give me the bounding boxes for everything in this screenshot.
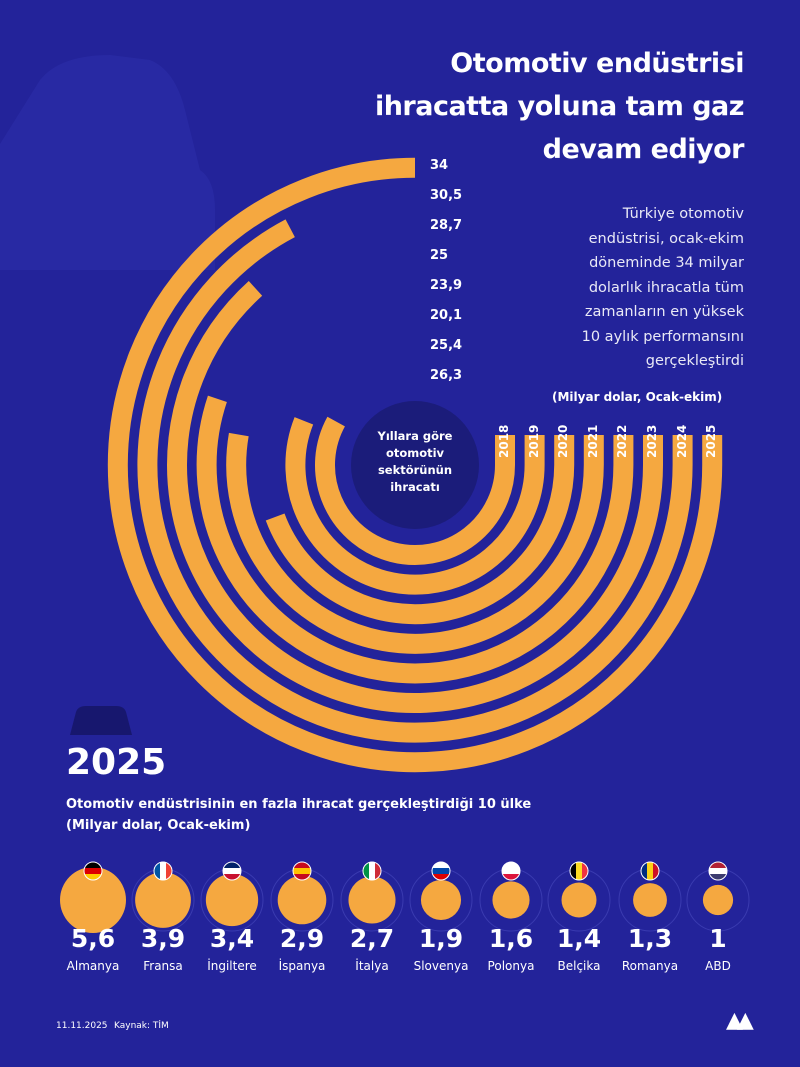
year-label: 2024 xyxy=(674,424,689,458)
description-line: 10 aylık performansını xyxy=(581,328,744,345)
flag-si-icon xyxy=(431,861,451,881)
flag-pl-icon xyxy=(501,861,521,881)
chart-center-title: Yıllara göre otomotiv sektörünün ihracat… xyxy=(355,428,475,496)
flag-it-icon xyxy=(362,861,382,881)
center-line: Yıllara göre xyxy=(377,429,453,443)
bubble-Fransa xyxy=(135,872,191,928)
radial-bar-2018 xyxy=(315,416,515,565)
country-name: Polonya xyxy=(487,959,535,973)
year-label: 2019 xyxy=(526,424,541,458)
radial-bar-2024 xyxy=(137,219,693,743)
flag-es-icon xyxy=(292,861,312,881)
country-value: 2,7 xyxy=(349,924,395,953)
description-line: gerçekleştirdi xyxy=(645,353,744,369)
country-value: 3,4 xyxy=(209,924,255,953)
country-name: İngiltere xyxy=(207,959,257,973)
description-line: zamanların en yüksek xyxy=(584,304,744,320)
section-year: 2025 xyxy=(66,742,167,783)
country-value: 1 xyxy=(709,924,727,953)
center-line: sektörünün xyxy=(377,463,453,477)
chart-center-circle xyxy=(351,401,479,529)
country-name: ABD xyxy=(705,959,731,973)
center-line: otomotiv xyxy=(385,446,445,460)
section-title: Otomotiv endüstrisinin en fazla ihracat … xyxy=(66,797,532,812)
description-line: dolarlık ihracatla tüm xyxy=(588,279,744,296)
value-label: 26,3 xyxy=(430,368,463,383)
title-line: Otomotiv endüstrisi xyxy=(450,48,744,79)
description-line: endüstrisi, ocak-ekim xyxy=(588,230,744,247)
section-unit: (Milyar dolar, Ocak-ekim) xyxy=(66,818,251,833)
country-value: 1,4 xyxy=(556,924,602,953)
radial-bar-2022 xyxy=(196,395,634,684)
footer-date: 11.11.2025 xyxy=(56,1021,108,1031)
country-name: Almanya xyxy=(66,959,120,973)
bubble-Belçika xyxy=(561,882,597,918)
bubble-Slovenya xyxy=(420,879,462,921)
value-label: 25,4 xyxy=(430,338,463,353)
chart-unit: (Milyar dolar, Ocak-ekim) xyxy=(552,390,723,404)
aa-logo: ▲▲ xyxy=(726,1008,754,1033)
flag-fr-icon xyxy=(153,861,173,881)
country-name: Slovenya xyxy=(413,959,469,973)
flag-gb-icon xyxy=(222,861,242,881)
country-value: 5,6 xyxy=(70,924,116,953)
value-label: 20,1 xyxy=(430,308,463,323)
title-line: devam ediyor xyxy=(542,134,745,165)
country-name: Belçika xyxy=(557,959,601,973)
year-label: 2020 xyxy=(556,424,571,458)
bubble-İngiltere xyxy=(205,873,259,927)
car-icon xyxy=(70,706,132,735)
bubble-Almanya xyxy=(60,867,126,933)
bubble-İtalya xyxy=(348,876,396,924)
description: Türkiye otomotiv endüstrisi, ocak-ekim d… xyxy=(582,202,744,374)
description-line: döneminde 34 milyar xyxy=(589,255,744,271)
title-line: ihracatta yoluna tam gaz xyxy=(374,91,745,122)
radial-bar-2023 xyxy=(167,280,663,713)
radial-bar-2019 xyxy=(285,417,545,595)
year-label: 2018 xyxy=(497,424,511,458)
year-label: 2023 xyxy=(645,424,659,458)
year-label: 2021 xyxy=(585,424,600,458)
bubble-İspanya xyxy=(277,875,327,925)
bubble-Polonya xyxy=(492,881,530,919)
value-label: 25 xyxy=(430,248,449,263)
country-value: 3,9 xyxy=(140,924,186,953)
flag-ro-icon xyxy=(640,861,660,881)
country-value: 1,9 xyxy=(418,924,464,953)
country-name: Romanya xyxy=(621,959,679,973)
description-line: Türkiye otomotiv xyxy=(622,206,744,222)
value-label: 28,7 xyxy=(430,218,463,233)
country-value: 2,9 xyxy=(279,924,325,953)
radial-bar-2020 xyxy=(265,435,575,625)
value-label: 30,5 xyxy=(430,188,463,203)
value-label: 34 xyxy=(430,158,449,173)
country-value: 1,6 xyxy=(488,924,534,953)
year-label: 2025 xyxy=(704,424,719,458)
radial-bar-2021 xyxy=(226,432,604,654)
radial-bar-2025 xyxy=(107,157,723,773)
flag-de-icon xyxy=(83,861,103,881)
bubble-ABD xyxy=(702,884,734,916)
country-name: İspanya xyxy=(278,959,326,973)
flag-us-icon xyxy=(708,861,728,881)
country-name: İtalya xyxy=(355,959,389,973)
country-value: 1,3 xyxy=(627,924,673,953)
page-title: Otomotiv endüstrisi ihracatta yoluna tam… xyxy=(374,42,745,171)
center-line: ihracatı xyxy=(390,480,440,494)
country-name: Fransa xyxy=(143,959,183,973)
flag-be-icon xyxy=(569,861,589,881)
footer-source: Kaynak: TİM xyxy=(114,1021,169,1031)
bubble-Romanya xyxy=(633,883,667,917)
year-label: 2022 xyxy=(615,424,630,458)
value-label: 23,9 xyxy=(430,278,463,293)
